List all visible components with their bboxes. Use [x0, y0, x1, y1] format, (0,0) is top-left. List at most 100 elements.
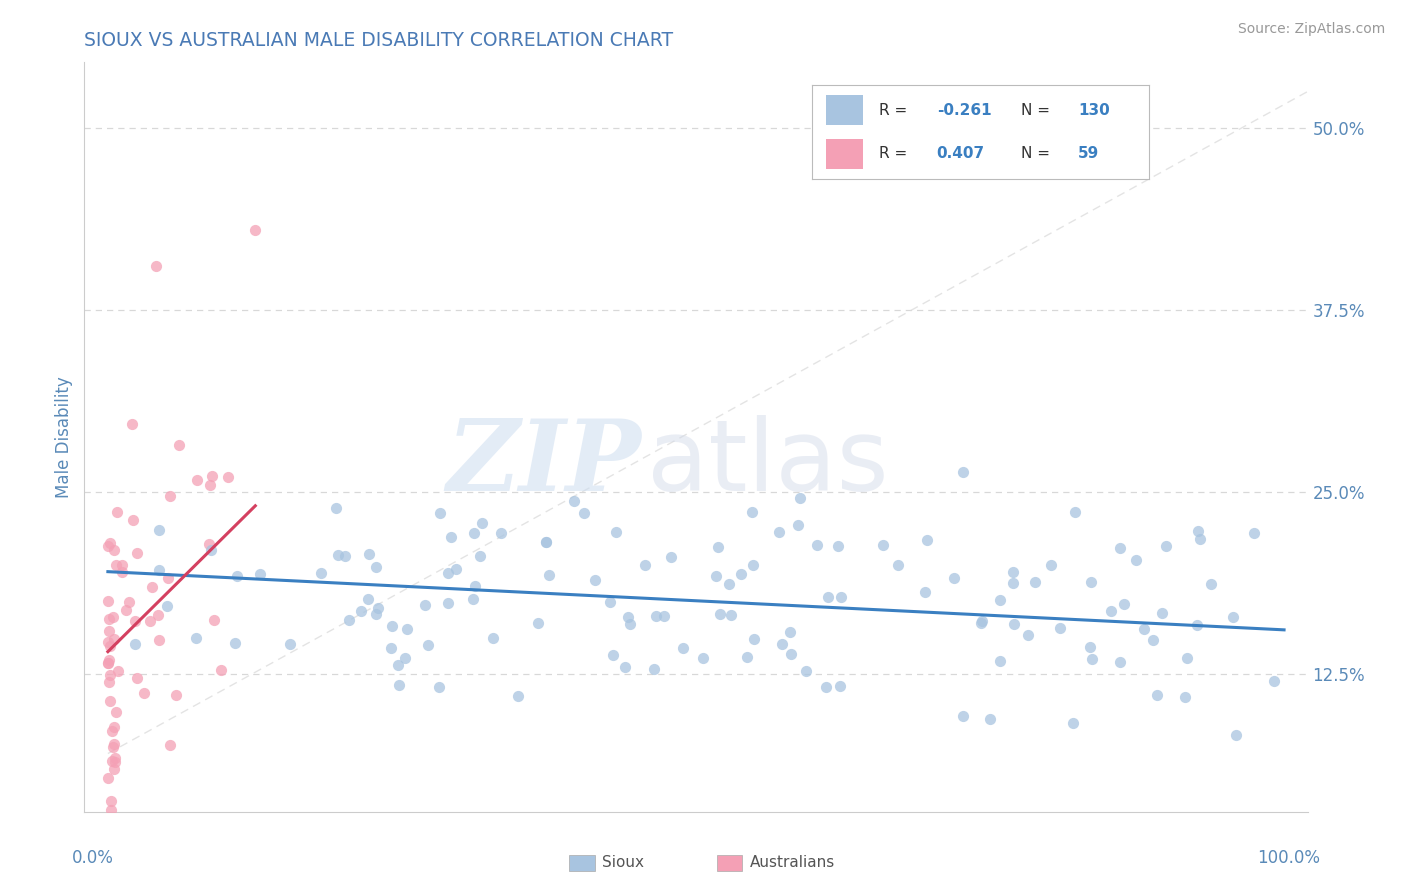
Point: [396, 623, 419, 637]
Point: [146, 608, 169, 623]
Point: [599, 595, 621, 609]
Point: [887, 558, 910, 572]
Point: [124, 637, 146, 651]
Point: [1080, 574, 1102, 589]
Point: [463, 591, 485, 606]
Point: [464, 579, 486, 593]
Point: [104, 558, 127, 572]
Point: [537, 568, 560, 582]
Point: [634, 558, 657, 572]
Point: [364, 560, 387, 574]
Point: [104, 755, 127, 769]
Point: [124, 614, 146, 628]
Point: [741, 505, 763, 519]
Point: [335, 549, 357, 563]
Point: [337, 613, 360, 627]
Point: [103, 543, 125, 558]
Point: [132, 686, 155, 700]
Point: [471, 516, 494, 530]
Point: [988, 593, 1011, 607]
Point: [103, 720, 125, 734]
Point: [156, 599, 179, 613]
Point: [101, 754, 124, 768]
Point: [827, 540, 849, 554]
Point: [915, 533, 938, 547]
Point: [117, 594, 139, 608]
Point: [446, 562, 468, 576]
Point: [100, 794, 122, 808]
Point: [583, 573, 606, 587]
Point: [1001, 565, 1024, 579]
Point: [1109, 656, 1132, 670]
Point: [1199, 577, 1222, 591]
Point: [1142, 633, 1164, 648]
Point: [1017, 628, 1039, 642]
Point: [644, 608, 666, 623]
Point: [744, 632, 766, 646]
Point: [1263, 673, 1285, 688]
Point: [730, 566, 752, 581]
Point: [159, 489, 181, 503]
Point: [1049, 621, 1071, 635]
Point: [103, 762, 125, 776]
Point: [830, 590, 852, 604]
Point: [952, 465, 974, 479]
Point: [418, 638, 440, 652]
Point: [186, 631, 208, 645]
Point: [1024, 574, 1046, 589]
Point: [692, 650, 714, 665]
Point: [388, 678, 411, 692]
Point: [671, 641, 693, 656]
Point: [127, 546, 149, 560]
Point: [356, 592, 378, 607]
Point: [127, 671, 149, 685]
Point: [1133, 623, 1156, 637]
Text: Sioux: Sioux: [602, 855, 644, 870]
Point: [572, 506, 595, 520]
Text: 0.0%: 0.0%: [72, 849, 114, 867]
Point: [613, 660, 636, 674]
Point: [1154, 539, 1177, 553]
Point: [278, 637, 301, 651]
Point: [97, 635, 120, 649]
Point: [534, 534, 557, 549]
Point: [794, 664, 817, 678]
Point: [98, 668, 121, 682]
Point: [413, 598, 436, 612]
Point: [1185, 618, 1208, 632]
Point: [914, 584, 936, 599]
Point: [1081, 652, 1104, 666]
Point: [97, 539, 120, 553]
Point: [121, 512, 143, 526]
Point: [165, 688, 187, 702]
Point: [1040, 558, 1063, 572]
Point: [157, 571, 180, 585]
Point: [1002, 617, 1025, 632]
Point: [814, 680, 837, 694]
Point: [742, 558, 765, 573]
Point: [1222, 610, 1244, 624]
Point: [98, 536, 121, 550]
Point: [387, 658, 409, 673]
Point: [98, 675, 121, 690]
Point: [100, 804, 122, 818]
Point: [943, 571, 966, 585]
Point: [605, 525, 627, 540]
Y-axis label: Male Disability: Male Disability: [55, 376, 73, 498]
Point: [121, 417, 143, 431]
Point: [103, 740, 125, 755]
Point: [872, 538, 894, 552]
Point: [616, 610, 638, 624]
Point: [364, 607, 387, 622]
Point: [202, 613, 225, 627]
Point: [1062, 716, 1084, 731]
Point: [1152, 606, 1174, 620]
Point: [217, 470, 239, 484]
Point: [463, 525, 485, 540]
Point: [652, 608, 675, 623]
Point: [806, 538, 828, 552]
Point: [1146, 688, 1168, 702]
Point: [101, 610, 124, 624]
Point: [789, 491, 811, 505]
Text: ZIP: ZIP: [446, 415, 641, 511]
